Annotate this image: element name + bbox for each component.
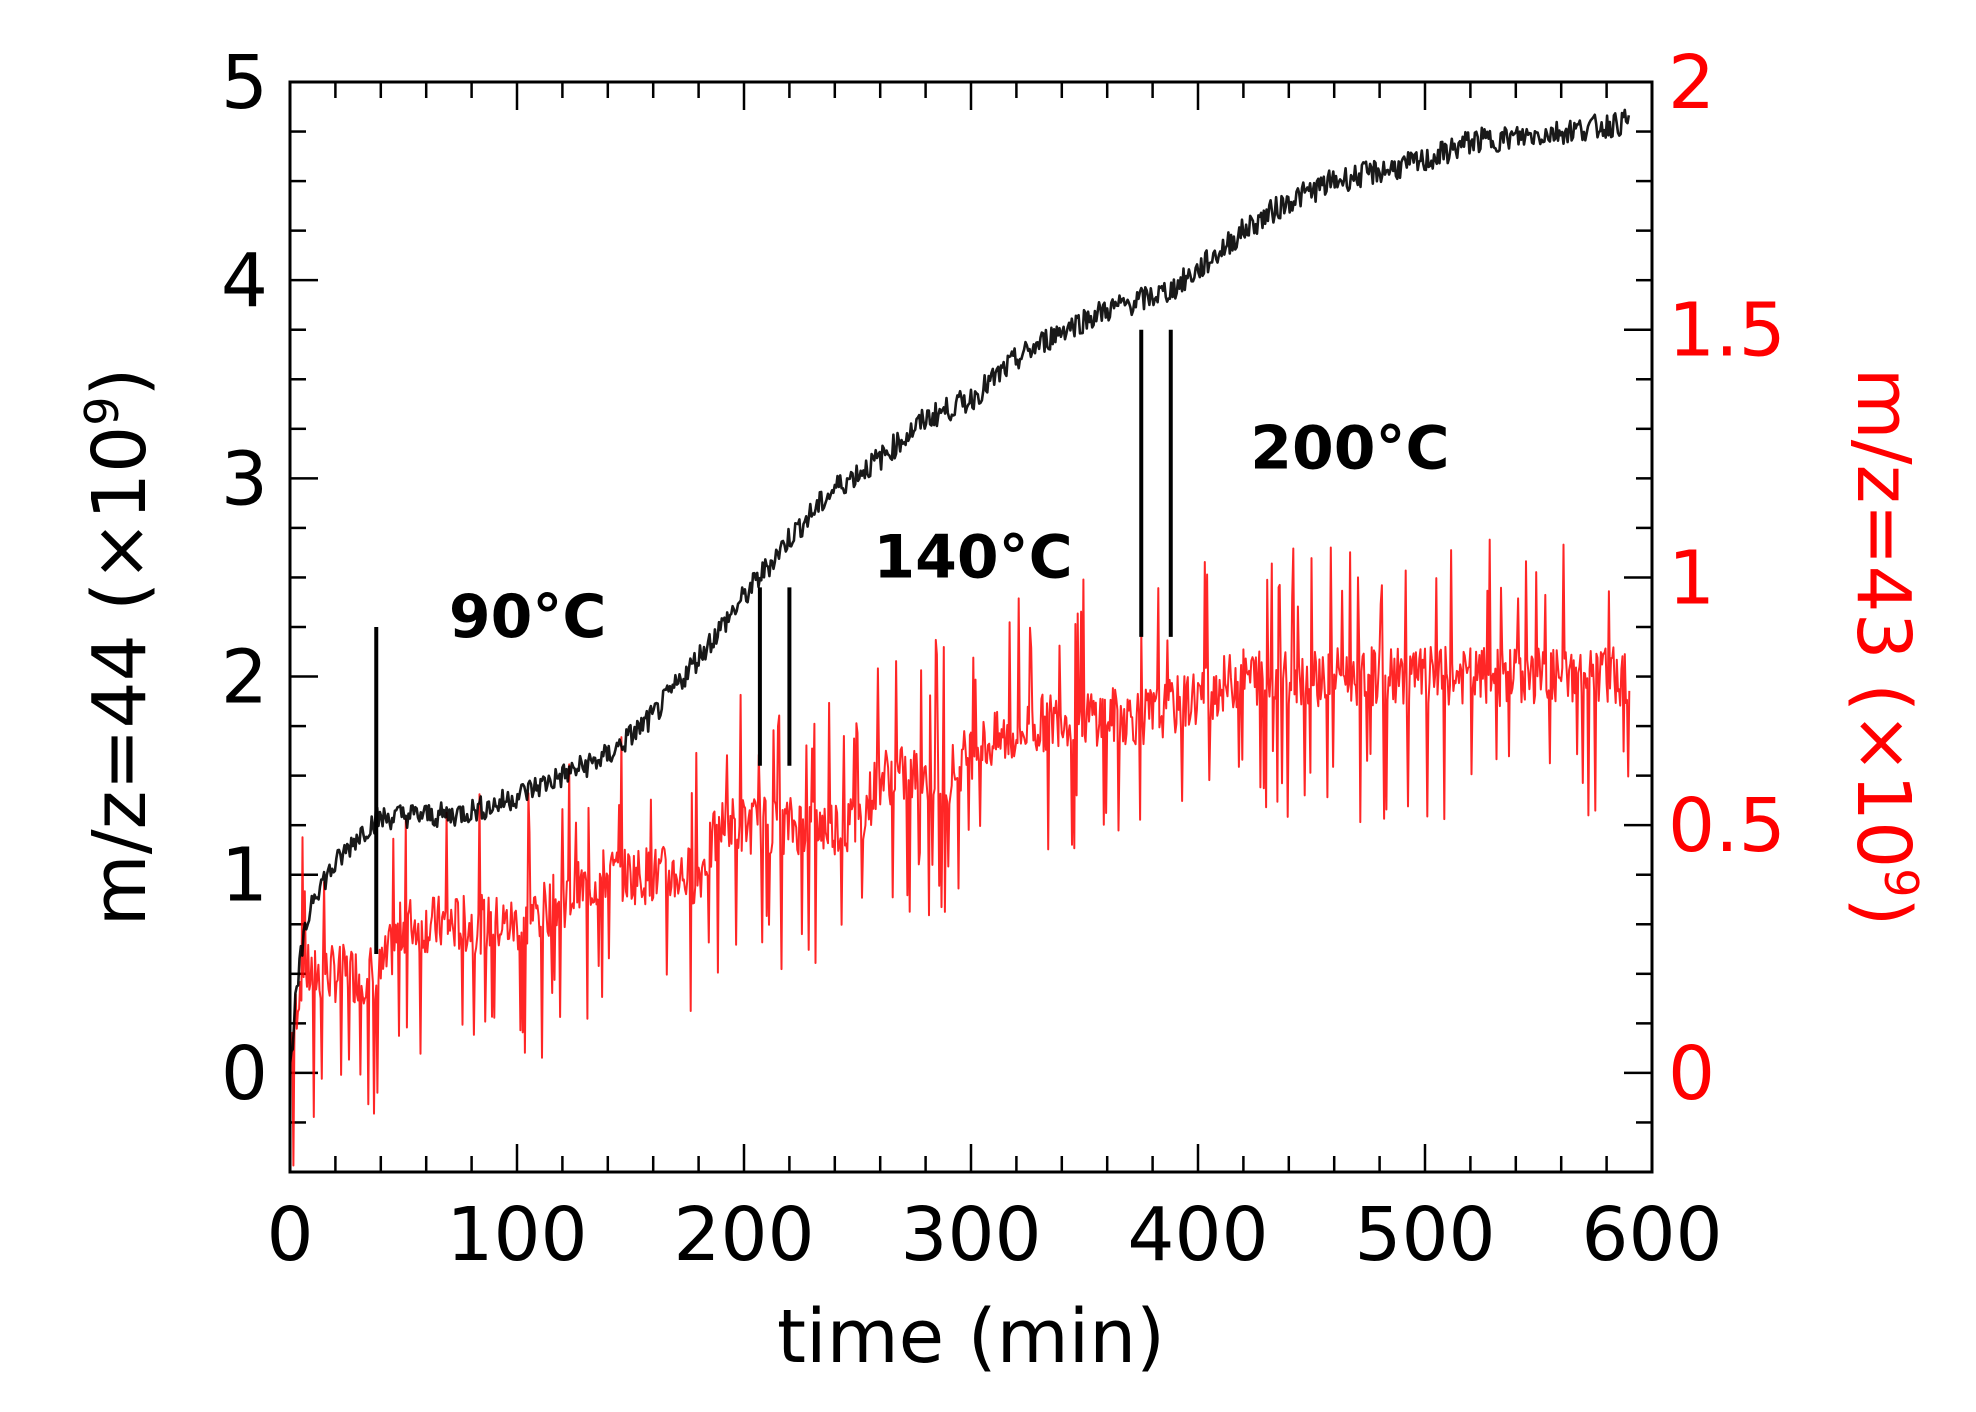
y-right-title-exponent: 9 [1874,868,1928,897]
x-tick-label: 100 [446,1192,587,1278]
series-mz44-line [288,108,1631,1065]
y-left-title-exponent: 9 [75,397,129,426]
y-right-tick-label: 0 [1668,1031,1715,1117]
y-left-tick-label: 2 [221,635,268,721]
y-left-tick-label: 4 [221,238,268,324]
x-tick-label: 500 [1354,1192,1495,1278]
temperature-label: 140°C [873,522,1072,592]
y-right-tick-label: 0.5 [1668,783,1786,869]
y-left-tick-label: 5 [221,40,268,126]
y-left-tick-label: 3 [221,436,268,522]
y-left-axis-title: m/z=44 (×109) [75,368,163,927]
y-right-axis-title: m/z=43 (×109) [1840,368,1928,927]
temperature-label: 90°C [449,582,607,652]
series-layer [288,108,1631,1167]
y-left-title-base: m/z=44 (×10 [77,426,163,927]
y-left-title-close: ) [77,368,163,397]
plot-frame [288,80,1654,1174]
x-tick-label: 200 [673,1192,814,1278]
y-right-tick-label: 1 [1668,535,1715,621]
y-right-title-base: m/z=43 (×10 [1840,368,1926,869]
x-tick-label: 400 [1127,1192,1268,1278]
y-left-tick-label: 0 [221,1031,268,1117]
x-tick-label: 600 [1581,1192,1722,1278]
y-left-tick-label: 1 [221,833,268,919]
x-tick-label: 300 [900,1192,1041,1278]
x-tick-label: 0 [266,1192,313,1278]
x-axis-title: time (min) [777,1294,1165,1380]
annotations: 90°C 140°C 200°C [449,413,1450,651]
series-mz43-line [289,538,1631,1167]
y-right-title-close: ) [1840,898,1926,927]
y-right-tick-label: 2 [1668,40,1715,126]
temperature-label: 200°C [1250,413,1449,483]
y-right-tick-label: 1.5 [1668,288,1786,374]
tick-labels: 0 100 200 300 400 500 600 0 1 2 3 4 5 0 0.5 1 1.5 2 [221,40,1786,1278]
marker-layer [374,329,1173,954]
